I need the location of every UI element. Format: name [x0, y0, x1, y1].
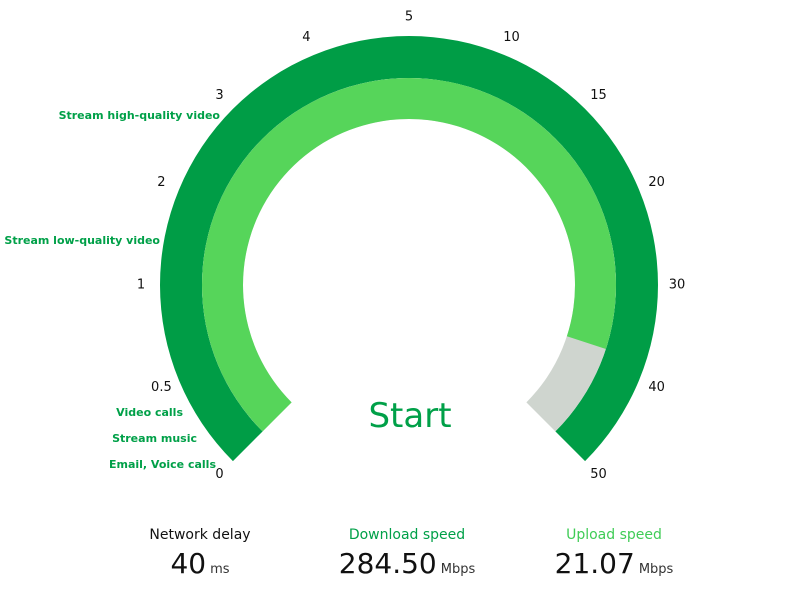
usage-label: Video calls	[116, 406, 183, 419]
gauge-tick-label: 40	[648, 380, 665, 395]
usage-label: Email, Voice calls	[109, 458, 216, 471]
gauge-tick-label: 5	[405, 10, 413, 25]
usage-label: Stream low-quality video	[4, 234, 160, 247]
gauge-tick-label: 20	[648, 175, 665, 190]
upload-speed-unit: Mbps	[638, 562, 674, 577]
gauge-tick-label: 2	[157, 175, 165, 190]
network-delay-unit: ms	[210, 562, 230, 577]
gauge-tick-label: 0	[215, 467, 223, 482]
upload-speed-label: Upload speed	[566, 527, 662, 543]
gauge-outer-ring	[159, 35, 658, 462]
network-delay-value: 40	[170, 547, 207, 580]
usage-label: Stream music	[112, 432, 197, 445]
gauge-tick-label: 4	[302, 30, 310, 45]
gauge-tick-label: 30	[669, 278, 686, 293]
gauge-tick-label: 0.5	[151, 380, 172, 395]
download-speed-unit: Mbps	[440, 562, 476, 577]
upload-speed-value: 21.07	[554, 547, 635, 580]
gauge-tick-label: 15	[590, 88, 607, 103]
network-delay-stat: Network delay 40 ms	[100, 527, 300, 580]
download-speed-value: 284.50	[338, 547, 437, 580]
gauge-progress-fill	[202, 78, 617, 432]
gauge-tick-label: 1	[137, 278, 145, 293]
gauge-tick-label: 10	[503, 30, 520, 45]
network-delay-label: Network delay	[149, 527, 251, 543]
upload-speed-stat: Upload speed 21.07 Mbps	[514, 527, 714, 580]
usage-label: Stream high-quality video	[59, 109, 221, 122]
gauge-tick-label: 50	[590, 467, 607, 482]
download-speed-label: Download speed	[348, 527, 466, 543]
start-button[interactable]: Start	[368, 396, 452, 436]
gauge-tick-label: 3	[215, 88, 223, 103]
download-speed-stat: Download speed 284.50 Mbps	[307, 527, 507, 580]
